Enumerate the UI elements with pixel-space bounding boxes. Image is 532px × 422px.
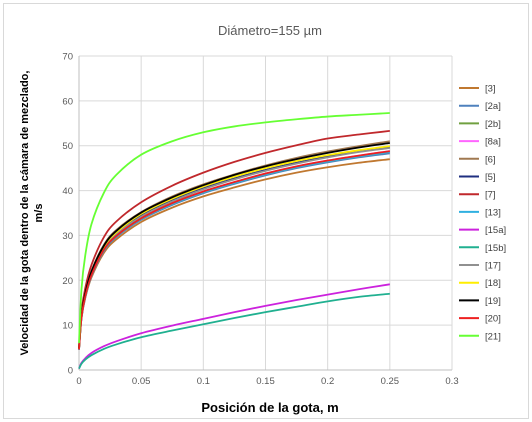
y-axis-title-line-1: Velocidad de la gota dentro de la cámara… bbox=[19, 71, 31, 356]
legend-label-5: [5] bbox=[485, 172, 496, 183]
y-tick-label: 60 bbox=[62, 96, 73, 107]
x-tick-label: 0.05 bbox=[132, 376, 151, 387]
legend-label-1: [2a] bbox=[485, 101, 501, 112]
series-line-0 bbox=[78, 158, 390, 350]
legend-label-7: [13] bbox=[485, 207, 501, 218]
series-line-8 bbox=[78, 283, 390, 370]
x-tick-label: 0.2 bbox=[321, 376, 334, 387]
x-axis-title: Posición de la gota, m bbox=[201, 400, 338, 415]
legend-label-6: [7] bbox=[485, 190, 496, 201]
series-line-3 bbox=[78, 150, 390, 350]
x-tick-label: 0.1 bbox=[197, 376, 210, 387]
legend: [3] [2a] [2b] [8a] [6] [5] [7] [13] [15a] [15b] [1… bbox=[459, 84, 506, 342]
legend-label-3: [8a] bbox=[485, 137, 501, 148]
legend-label-14: [21] bbox=[485, 331, 501, 342]
legend-label-13: [20] bbox=[485, 314, 501, 325]
series-line-14 bbox=[78, 112, 390, 344]
y-tick-label: 30 bbox=[62, 231, 73, 242]
series-lines bbox=[78, 112, 390, 370]
y-tick-label: 50 bbox=[62, 141, 73, 152]
series-line-6 bbox=[78, 130, 390, 348]
grid bbox=[78, 55, 453, 371]
axes: 0 10 20 30 40 50 60 70 0 0.05 0.1 0.15 0.2 0.25 0.3 bbox=[62, 52, 458, 388]
legend-label-0: [3] bbox=[485, 84, 496, 95]
y-tick-label: 0 bbox=[68, 366, 73, 377]
x-tick-label: 0.25 bbox=[381, 376, 400, 387]
x-tick-label: 0.15 bbox=[256, 376, 275, 387]
y-tick-label: 70 bbox=[62, 52, 73, 63]
x-tick-label: 0.3 bbox=[445, 376, 458, 387]
y-axis-title: Velocidad de la gota dentro de la cámara… bbox=[19, 71, 45, 356]
series-line-13 bbox=[78, 150, 390, 350]
legend-label-9: [15b] bbox=[485, 243, 506, 254]
chart-title: Diámetro=155 µm bbox=[218, 23, 322, 38]
legend-label-10: [17] bbox=[485, 261, 501, 272]
series-line-9 bbox=[78, 292, 390, 370]
legend-label-12: [19] bbox=[485, 296, 501, 307]
y-axis-title-line-2: m/s bbox=[33, 204, 45, 223]
y-tick-label: 20 bbox=[62, 276, 73, 287]
legend-label-4: [6] bbox=[485, 154, 496, 165]
legend-label-11: [18] bbox=[485, 278, 501, 289]
legend-label-8: [15a] bbox=[485, 225, 506, 236]
legend-label-2: [2b] bbox=[485, 119, 501, 130]
y-tick-label: 10 bbox=[62, 321, 73, 332]
x-tick-label: 0 bbox=[76, 376, 81, 387]
y-tick-label: 40 bbox=[62, 186, 73, 197]
